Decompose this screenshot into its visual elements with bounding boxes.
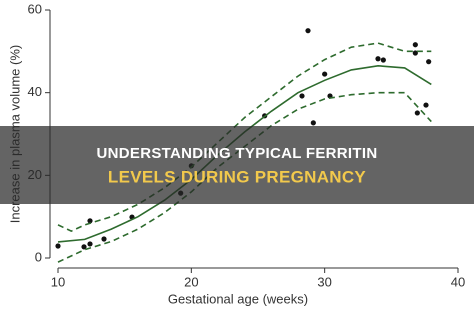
banner-subtitle: LEVELS DURING PREGNANCY: [108, 167, 367, 186]
x-tick-label: 40: [451, 274, 465, 289]
x-tick-label: 20: [184, 274, 198, 289]
y-tick-label: 60: [28, 1, 42, 16]
x-tick-label: 30: [317, 274, 331, 289]
y-tick-label: 40: [28, 84, 42, 99]
y-tick-label: 0: [35, 249, 42, 264]
data-point: [55, 243, 61, 249]
data-point: [305, 28, 311, 34]
data-point: [322, 71, 328, 77]
data-point: [423, 102, 429, 108]
data-point: [426, 59, 432, 65]
data-point: [380, 57, 386, 63]
x-axis-label: Gestational age (weeks): [168, 291, 308, 306]
banner: [0, 126, 474, 204]
data-point: [87, 218, 93, 224]
data-point: [101, 236, 107, 242]
data-point: [414, 110, 420, 116]
confidence-band: [57, 42, 432, 232]
data-point: [299, 93, 305, 99]
data-point: [81, 244, 87, 250]
data-point: [87, 241, 93, 247]
data-point: [310, 120, 316, 126]
data-point: [375, 56, 381, 62]
x-tick-label: 10: [51, 274, 65, 289]
banner-title: UNDERSTANDING TYPICAL FERRITIN: [97, 145, 378, 162]
data-point: [412, 50, 418, 56]
data-point: [412, 42, 418, 48]
